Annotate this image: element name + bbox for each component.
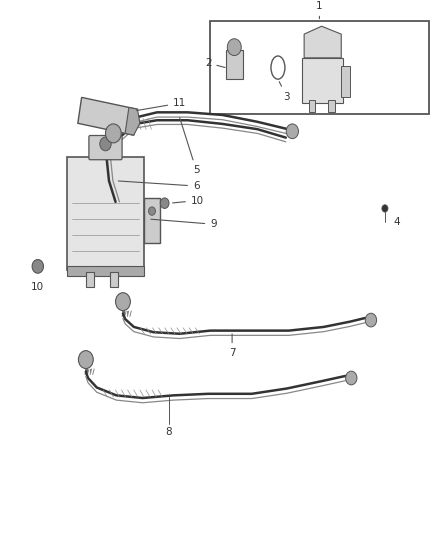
Text: 11: 11 [137,98,186,110]
Text: 1: 1 [316,1,323,19]
Circle shape [365,313,377,327]
Polygon shape [125,108,140,135]
Circle shape [382,205,388,212]
Circle shape [32,260,43,273]
Text: 8: 8 [166,427,172,437]
Bar [210,21,428,114]
Bar [308,101,315,112]
Bar [302,58,343,102]
Text: 2: 2 [205,58,225,68]
Text: 3: 3 [279,82,290,101]
Circle shape [78,351,93,368]
Bar [67,266,144,276]
Circle shape [346,371,357,385]
Circle shape [148,207,155,215]
Text: 10: 10 [173,196,204,206]
Bar [67,157,144,270]
Circle shape [100,137,111,151]
Circle shape [227,39,241,55]
Bar [144,198,160,243]
Bar [226,50,243,79]
Text: 6: 6 [118,181,200,191]
Circle shape [116,293,131,311]
Bar [110,272,118,287]
Text: 5: 5 [180,118,200,175]
Text: 10: 10 [31,282,44,293]
Circle shape [286,124,298,139]
Bar [328,101,335,112]
Polygon shape [78,98,138,135]
Polygon shape [304,26,341,58]
Bar [86,272,94,287]
Text: 4: 4 [394,216,400,227]
Circle shape [160,198,169,208]
Text: 9: 9 [151,219,217,229]
FancyBboxPatch shape [89,135,122,160]
Bar [341,66,350,98]
Circle shape [106,124,121,143]
Text: 7: 7 [229,334,235,358]
